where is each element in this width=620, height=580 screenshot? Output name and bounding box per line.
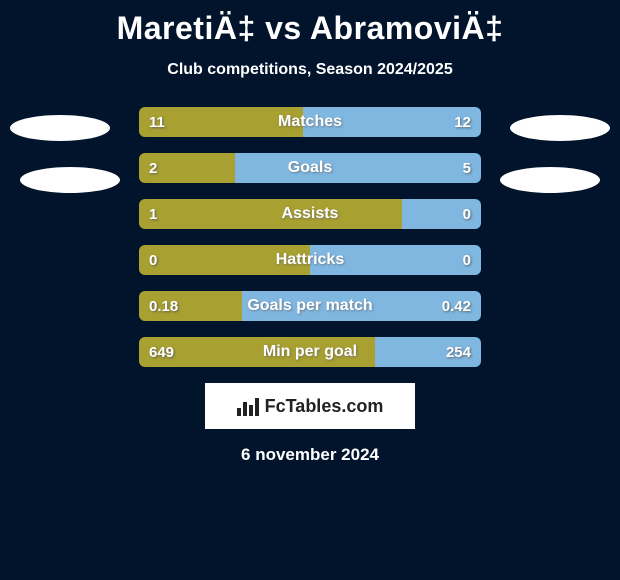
comparison-infographic: MaretiÄ‡ vs AbramoviÄ‡ Club competitions… bbox=[0, 0, 620, 580]
stat-row: 1112Matches bbox=[139, 107, 481, 137]
stat-bar-right bbox=[235, 153, 481, 183]
stat-bar-left bbox=[139, 337, 375, 367]
stat-value-left: 2 bbox=[149, 153, 157, 183]
subtitle: Club competitions, Season 2024/2025 bbox=[0, 61, 620, 79]
stat-row: 25Goals bbox=[139, 153, 481, 183]
stat-row: 649254Min per goal bbox=[139, 337, 481, 367]
stat-bar-right bbox=[310, 245, 481, 275]
stat-value-right: 0 bbox=[463, 245, 471, 275]
stat-value-right: 5 bbox=[463, 153, 471, 183]
stat-bar-left bbox=[139, 245, 310, 275]
stat-value-left: 11 bbox=[149, 107, 165, 137]
stat-value-right: 0.42 bbox=[442, 291, 471, 321]
stat-value-right: 254 bbox=[446, 337, 471, 367]
stat-value-left: 1 bbox=[149, 199, 157, 229]
stat-bars: 1112Matches25Goals10Assists00Hattricks0.… bbox=[139, 107, 481, 367]
stat-value-right: 12 bbox=[454, 107, 471, 137]
stat-bar-left bbox=[139, 199, 402, 229]
date-text: 6 november 2024 bbox=[0, 445, 620, 465]
player-right-ellipse-2 bbox=[500, 167, 600, 193]
stat-value-left: 649 bbox=[149, 337, 174, 367]
brand-badge: FcTables.com bbox=[205, 383, 415, 429]
stats-area: 1112Matches25Goals10Assists00Hattricks0.… bbox=[0, 107, 620, 367]
player-right-ellipse-1 bbox=[510, 115, 610, 141]
stat-row: 10Assists bbox=[139, 199, 481, 229]
brand-text: FcTables.com bbox=[265, 396, 384, 417]
stat-value-left: 0.18 bbox=[149, 291, 178, 321]
bar-chart-icon bbox=[237, 396, 259, 416]
page-title: MaretiÄ‡ vs AbramoviÄ‡ bbox=[0, 0, 620, 47]
player-left-ellipse-2 bbox=[20, 167, 120, 193]
stat-row: 00Hattricks bbox=[139, 245, 481, 275]
stat-row: 0.180.42Goals per match bbox=[139, 291, 481, 321]
player-left-ellipse-1 bbox=[10, 115, 110, 141]
stat-value-left: 0 bbox=[149, 245, 157, 275]
stat-value-right: 0 bbox=[463, 199, 471, 229]
